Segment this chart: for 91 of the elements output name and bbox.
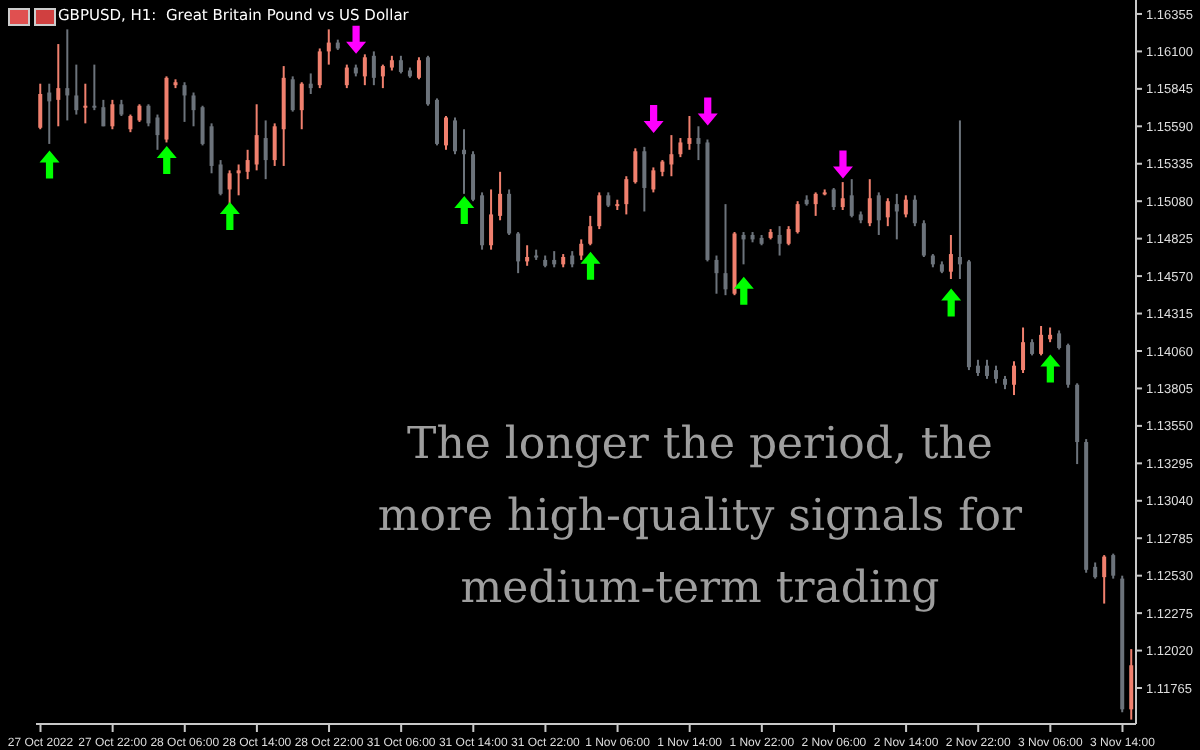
candlestick [317,47,322,90]
candlestick [714,254,719,295]
candlestick [723,203,728,297]
candlestick [443,115,448,151]
candlestick [489,188,494,251]
candlestick [1039,325,1044,357]
candlestick [579,238,584,261]
candlestick [957,119,962,281]
candlestick [516,231,521,275]
candlestick [507,188,512,236]
candlestick [146,103,151,128]
candlestick [597,191,602,231]
candlestick [362,53,367,87]
candlestick [921,219,926,258]
candlestick [380,63,385,90]
candlestick [876,191,881,236]
candlestick [425,54,430,107]
candlestick [1111,552,1116,580]
candlestick [786,225,791,247]
candlestick [434,97,439,147]
point [156,146,177,175]
candlestick [101,98,106,128]
candlestick [155,113,160,151]
candlestick [471,150,476,203]
candlestick [894,192,899,241]
point [643,104,664,133]
point [454,196,475,224]
point [219,201,240,230]
candlestick [849,178,854,219]
candlestick [1102,554,1107,605]
candlestick [299,81,304,131]
candlestick [83,82,88,125]
candlestick [633,147,638,185]
candlestick [696,125,701,162]
candlestick [678,137,683,159]
candlestick [263,119,268,181]
candlestick [182,81,187,123]
point [941,288,962,317]
point [1040,354,1061,383]
candlestick [669,134,674,178]
candlestick [245,148,250,181]
candlestick [236,163,241,197]
candlestick [912,194,917,228]
candlestick [1021,326,1026,375]
candlestick [254,103,259,172]
point [697,97,718,126]
candlestick [498,170,503,222]
candlestick [642,145,647,213]
point [580,251,601,280]
candlestick [344,63,349,90]
candlestick [416,56,421,81]
candlestick [227,169,232,207]
candlestick [1129,648,1134,721]
point [39,150,60,179]
point [832,150,853,179]
candlestick [588,214,593,247]
annotation: The longer the period, the more high-quality signals for medium-term trading [375,418,1025,618]
candlestick [56,43,61,128]
candlestick [74,63,79,116]
candlestick [218,159,223,197]
candlestick [209,122,214,175]
candlestick [687,115,692,151]
candlestick [65,28,70,122]
candlestick [795,200,800,235]
candlestick [110,98,115,131]
candlestick [867,178,872,228]
candlestick [651,166,656,194]
candlestick [840,181,845,211]
candlestick [777,225,782,257]
candlestick [371,50,376,87]
candlestick [326,28,331,66]
candlestick [1012,360,1017,397]
candlestick [984,358,989,380]
candlestick [1066,342,1071,389]
candlestick [200,104,205,147]
point [733,276,754,305]
candlestick [885,197,890,228]
candlestick [191,91,196,128]
candlestick [47,82,52,145]
candlestick [38,82,43,131]
candlestick [813,191,818,217]
candlestick [92,63,97,112]
candlestick [624,175,629,216]
candlestick [290,75,295,113]
point [346,25,367,54]
candlestick [831,186,836,211]
candlestick [1057,329,1062,351]
candlestick [903,194,908,219]
candlestick [453,116,458,156]
candlestick [948,233,953,281]
candlestick [272,122,277,167]
